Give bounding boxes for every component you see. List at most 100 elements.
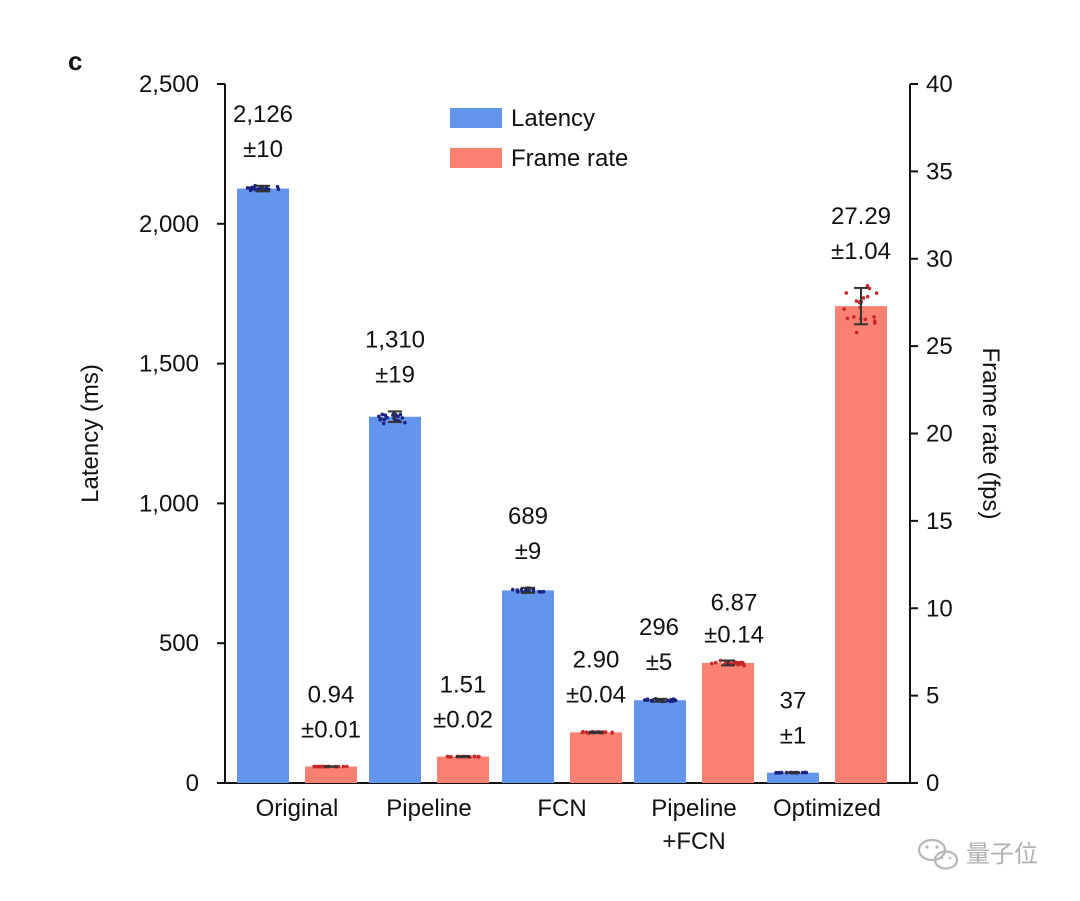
frame-rate-data-point bbox=[476, 755, 481, 759]
frame-rate-error-label: ±0.02 bbox=[433, 706, 493, 733]
frame-rate-value-label: 1.51 bbox=[440, 671, 487, 698]
legend: Latency Frame rate bbox=[450, 105, 628, 172]
y-tick-label-right: 15 bbox=[926, 508, 953, 535]
frame-rate-data-point bbox=[845, 316, 850, 321]
y-tick-label-right: 25 bbox=[926, 333, 953, 360]
latency-data-point bbox=[649, 698, 654, 703]
frame-rate-error-label: ±1.04 bbox=[831, 238, 891, 265]
frame-rate-data-point bbox=[316, 764, 321, 769]
y-tick-label-left: 2,500 bbox=[139, 71, 199, 98]
frame-rate-value-label: 27.29 bbox=[831, 203, 891, 230]
error-bars bbox=[256, 184, 868, 774]
latency-value-label: 689 bbox=[508, 503, 548, 530]
frame-rate-data-point bbox=[852, 315, 856, 319]
y-tick-label-right: 10 bbox=[926, 595, 953, 622]
frame-rate-data-point bbox=[341, 764, 346, 769]
watermark: 量子位 bbox=[917, 838, 1038, 870]
latency-data-point bbox=[515, 588, 520, 592]
frame-rate-data-point bbox=[844, 291, 849, 295]
frame-rate-data-point bbox=[867, 286, 872, 291]
x-tick-label: Original bbox=[256, 795, 339, 822]
frame-rate-data-point bbox=[736, 662, 740, 667]
frame-rate-data-point bbox=[581, 730, 585, 735]
latency-error-label: ±10 bbox=[243, 136, 283, 163]
latency-value-label: 1,310 bbox=[365, 326, 425, 353]
bars bbox=[237, 188, 887, 783]
frame-rate-data-point bbox=[842, 307, 846, 311]
latency-data-point bbox=[245, 186, 250, 190]
latency-data-point bbox=[253, 187, 257, 192]
latency-data-point bbox=[275, 184, 280, 189]
frame-rate-value-label: 0.94 bbox=[308, 681, 355, 708]
y-tick-label-right: 5 bbox=[926, 683, 939, 710]
frame-rate-data-point bbox=[854, 330, 859, 335]
panel-label: c bbox=[68, 46, 82, 76]
latency-bar bbox=[237, 188, 289, 783]
y-tick-label-left: 500 bbox=[159, 630, 199, 657]
y-tick-label-right: 20 bbox=[926, 421, 953, 448]
latency-bar bbox=[767, 772, 819, 783]
frame-rate-data-point bbox=[741, 661, 746, 666]
frame-rate-error-label: ±0.14 bbox=[704, 622, 764, 649]
x-tick-label: Pipeline bbox=[386, 795, 471, 822]
frame-rate-error-label: ±0.01 bbox=[301, 716, 361, 743]
latency-data-point bbox=[539, 590, 544, 594]
latency-data-point bbox=[385, 415, 389, 420]
x-tick-label: +FCN bbox=[662, 828, 725, 855]
latency-data-point bbox=[264, 185, 269, 190]
latency-data-point bbox=[382, 417, 387, 422]
frame-rate-data-point bbox=[449, 754, 453, 759]
axes: 0 500 1,000 1,500 2,000 2,500 0 5 10 15 20 25 30 35 40… bbox=[77, 71, 1004, 855]
frame-rate-data-point bbox=[584, 730, 589, 734]
frame-rate-data-point bbox=[865, 294, 870, 299]
y-tick-label-left: 1,500 bbox=[139, 351, 199, 378]
latency-value-label: 2,126 bbox=[233, 101, 293, 128]
latency-data-point bbox=[800, 770, 805, 775]
x-tick-label: FCN bbox=[537, 795, 586, 822]
latency-data-point bbox=[381, 421, 386, 426]
frame-rate-data-point bbox=[865, 283, 870, 288]
latency-data-point bbox=[400, 416, 405, 420]
latency-bar bbox=[502, 590, 554, 783]
latency-bar bbox=[369, 416, 421, 783]
latency-legend-label: Latency bbox=[511, 105, 595, 132]
latency-error-label: ±19 bbox=[375, 361, 415, 388]
frame-rate-bar bbox=[835, 306, 887, 783]
latency-data-point bbox=[398, 412, 403, 417]
wechat-icon bbox=[917, 838, 959, 870]
y-tick-label-right: 30 bbox=[926, 246, 953, 273]
frame-rate-data-point bbox=[446, 755, 451, 759]
frame-rate-bar bbox=[702, 662, 754, 783]
data-labels: 2,126 ±10 1,310 ±19 689 ±9 296 ±5 37 ±1 0.94 ±0.01 1… bbox=[233, 101, 891, 750]
frame-rate-data-point bbox=[874, 291, 879, 295]
latency-error-label: ±9 bbox=[515, 538, 542, 565]
latency-data-point bbox=[510, 587, 515, 592]
y-axis-title-left: Latency (ms) bbox=[77, 364, 104, 503]
latency-value-label: 37 bbox=[780, 687, 807, 714]
latency-data-point bbox=[380, 412, 385, 417]
frame-rate-legend-label: Frame rate bbox=[511, 145, 628, 172]
latency-legend-swatch bbox=[450, 108, 502, 128]
frame-rate-data-point bbox=[345, 764, 349, 769]
frame-rate-bar bbox=[570, 732, 622, 783]
latency-data-point bbox=[403, 420, 407, 425]
latency-data-point bbox=[668, 698, 673, 703]
frame-rate-bar bbox=[305, 766, 357, 783]
watermark-text: 量子位 bbox=[966, 840, 1038, 868]
frame-rate-data-point bbox=[472, 754, 477, 759]
latency-data-point bbox=[645, 697, 650, 702]
latency-data-point bbox=[377, 414, 381, 419]
frame-rate-data-point bbox=[710, 661, 714, 666]
frame-rate-data-point bbox=[320, 764, 325, 769]
latency-data-point bbox=[642, 698, 647, 702]
latency-data-point bbox=[378, 417, 383, 421]
x-tick-label: Optimized bbox=[773, 795, 881, 822]
frame-rate-data-point bbox=[610, 730, 614, 735]
latency-error-label: ±1 bbox=[780, 722, 807, 749]
latency-data-point bbox=[777, 770, 782, 775]
latency-bar bbox=[634, 700, 686, 783]
frame-rate-data-point bbox=[313, 764, 317, 769]
frame-rate-data-point bbox=[861, 296, 866, 300]
frame-rate-value-label: 6.87 bbox=[711, 590, 758, 617]
